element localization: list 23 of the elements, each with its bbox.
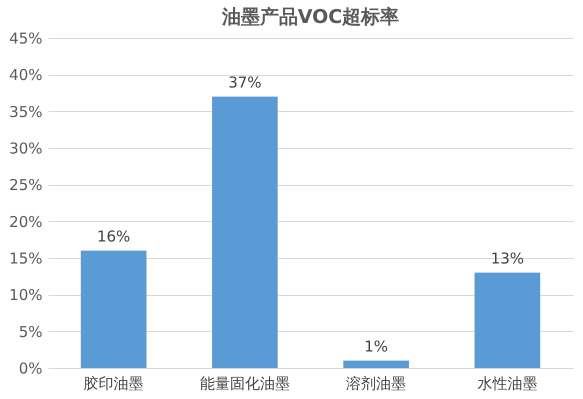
x-tick-label: 水性油墨 bbox=[477, 374, 538, 392]
y-tick-label: 5% bbox=[18, 322, 42, 341]
data-label: 13% bbox=[490, 250, 524, 268]
data-label: 1% bbox=[364, 338, 388, 356]
bar bbox=[343, 360, 409, 368]
y-tick-label: 20% bbox=[9, 212, 42, 231]
chart-title: 油墨产品VOC超标率 bbox=[220, 6, 400, 28]
y-tick-label: 35% bbox=[9, 102, 42, 121]
data-label: 37% bbox=[228, 74, 262, 92]
y-tick-label: 25% bbox=[9, 176, 42, 194]
x-tick-label: 能量固化油墨 bbox=[200, 374, 290, 392]
y-tick-label: 40% bbox=[9, 66, 42, 84]
y-tick-label: 30% bbox=[9, 140, 42, 158]
x-tick-label: 胶印油墨 bbox=[84, 374, 144, 392]
y-tick-label: 45% bbox=[9, 30, 42, 48]
x-tick-label: 溶剂油墨 bbox=[346, 374, 406, 392]
bar bbox=[80, 250, 146, 368]
y-tick-label: 0% bbox=[18, 360, 42, 378]
data-label: 16% bbox=[96, 228, 130, 246]
bar bbox=[212, 96, 278, 368]
y-tick-label: 10% bbox=[9, 286, 42, 304]
bar bbox=[474, 272, 540, 368]
y-tick-label: 15% bbox=[9, 250, 42, 268]
